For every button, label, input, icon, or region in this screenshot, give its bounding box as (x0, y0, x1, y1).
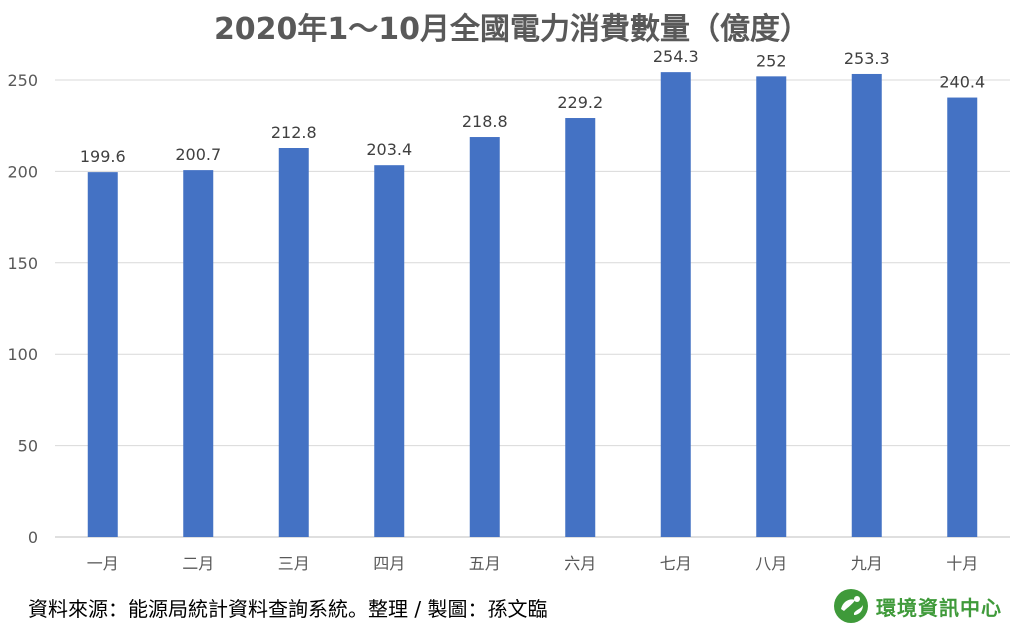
bar-chart: 0 50 100 150 200 250 199.6 200.7 212.8 203.4 218.… (7, 47, 1010, 573)
data-label: 240.4 (939, 73, 985, 92)
x-tick-label: 四月 (373, 554, 405, 573)
y-tick-label: 200 (7, 162, 38, 181)
bar (469, 137, 500, 537)
publisher-logo: 環境資訊中心 (832, 586, 1002, 626)
logo-text: 環境資訊中心 (876, 595, 1002, 620)
x-tick-label: 二月 (182, 554, 214, 573)
x-tick-label: 十月 (946, 554, 978, 573)
data-label: 203.4 (366, 140, 412, 159)
data-label: 212.8 (271, 123, 317, 142)
bar (947, 97, 978, 537)
data-label: 252 (756, 51, 787, 70)
bar (374, 165, 405, 537)
y-tick-label: 0 (28, 528, 38, 547)
source-note: 資料來源：能源局統計資料查詢系統。整理 / 製圖：孫文臨 (28, 597, 548, 621)
data-label: 199.6 (80, 147, 126, 166)
bar (851, 73, 882, 538)
x-tick-label: 九月 (851, 554, 883, 573)
x-tick-label: 六月 (564, 554, 596, 573)
x-tick-label: 三月 (278, 554, 310, 573)
data-label: 229.2 (557, 93, 603, 112)
y-tick-label: 250 (7, 71, 38, 90)
y-axis-ticks: 0 50 100 150 200 250 (7, 71, 38, 547)
gridlines (55, 79, 1010, 538)
x-tick-label: 五月 (469, 554, 501, 573)
bar (565, 118, 596, 537)
data-label: 254.3 (653, 47, 699, 66)
bars (87, 72, 978, 538)
data-label: 200.7 (175, 145, 221, 164)
bar (183, 170, 214, 537)
chart-title: 2020年1～10月全國電力消費數量（億度） (213, 12, 811, 47)
y-tick-label: 150 (7, 254, 38, 273)
y-tick-label: 50 (18, 437, 38, 456)
data-label: 253.3 (844, 49, 890, 68)
bar (660, 72, 691, 538)
data-label: 218.8 (462, 112, 508, 131)
x-tick-label: 一月 (87, 554, 119, 573)
y-tick-label: 100 (7, 345, 38, 364)
earth-leaf-icon (834, 589, 868, 623)
data-labels: 199.6 200.7 212.8 203.4 218.8 229.2 254.3 252 25… (80, 47, 985, 166)
bar (278, 148, 309, 538)
x-axis-ticks: 一月 二月 三月 四月 五月 六月 七月 八月 九月 十月 (87, 554, 979, 573)
x-tick-label: 七月 (660, 554, 692, 573)
bar (756, 76, 787, 538)
x-tick-label: 八月 (755, 554, 787, 573)
bar (87, 172, 118, 537)
